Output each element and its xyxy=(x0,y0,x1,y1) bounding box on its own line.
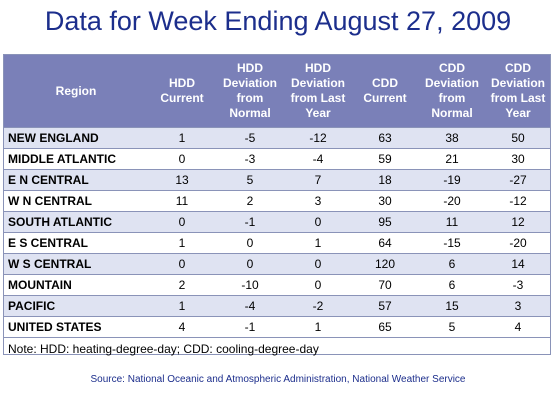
region-cell: MIDDLE ATLANTIC xyxy=(4,148,148,170)
region-cell: E N CENTRAL xyxy=(4,169,148,191)
column-header: CDD Deviation from Last Year xyxy=(486,55,550,128)
value-cell: 64 xyxy=(352,232,418,254)
value-cell: 57 xyxy=(352,295,418,317)
value-cell: 120 xyxy=(352,253,418,275)
value-cell: 95 xyxy=(352,211,418,233)
table-row: E N CENTRAL 13 5 7 18 -19 -27 xyxy=(4,169,550,191)
table-header-row: Region HDD Current HDD Deviation from Norm… xyxy=(4,55,550,128)
value-cell: -27 xyxy=(486,169,550,191)
column-header: Region xyxy=(4,55,148,128)
value-cell: -15 xyxy=(418,232,486,254)
table-row: SOUTH ATLANTIC 0 -1 0 95 11 12 xyxy=(4,211,550,233)
value-cell: -4 xyxy=(284,148,352,170)
region-cell: PACIFIC xyxy=(4,295,148,317)
value-cell: 7 xyxy=(284,169,352,191)
value-cell: -10 xyxy=(216,274,284,296)
value-cell: 0 xyxy=(284,211,352,233)
column-header: CDD Deviation from Normal xyxy=(418,55,486,128)
region-cell: MOUNTAIN xyxy=(4,274,148,296)
value-cell: 1 xyxy=(148,127,216,149)
value-cell: 1 xyxy=(284,232,352,254)
value-cell: 0 xyxy=(284,253,352,275)
column-header: HDD Deviation from Last Year xyxy=(284,55,352,128)
table-row: MIDDLE ATLANTIC 0 -3 -4 59 21 30 xyxy=(4,148,550,170)
value-cell: 6 xyxy=(418,253,486,275)
value-cell: 0 xyxy=(216,253,284,275)
value-cell: 0 xyxy=(216,232,284,254)
value-cell: 1 xyxy=(284,316,352,337)
value-cell: 0 xyxy=(148,148,216,170)
value-cell: 14 xyxy=(486,253,550,275)
value-cell: 1 xyxy=(148,232,216,254)
region-cell: W N CENTRAL xyxy=(4,190,148,212)
value-cell: 4 xyxy=(148,316,216,337)
value-cell: -20 xyxy=(486,232,550,254)
value-cell: 3 xyxy=(486,295,550,317)
page-title: Data for Week Ending August 27, 2009 xyxy=(44,6,512,36)
value-cell: -2 xyxy=(284,295,352,317)
table-row: W S CENTRAL 0 0 0 120 6 14 xyxy=(4,253,550,275)
value-cell: -5 xyxy=(216,127,284,149)
table-note: Note: HDD: heating-degree-day; CDD: cool… xyxy=(4,337,550,360)
value-cell: -3 xyxy=(216,148,284,170)
value-cell: 38 xyxy=(418,127,486,149)
value-cell: 0 xyxy=(148,211,216,233)
table-row: E S CENTRAL 1 0 1 64 -15 -20 xyxy=(4,232,550,254)
table-row: W N CENTRAL 11 2 3 30 -20 -12 xyxy=(4,190,550,212)
region-cell: SOUTH ATLANTIC xyxy=(4,211,148,233)
value-cell: 4 xyxy=(486,316,550,337)
value-cell: 11 xyxy=(148,190,216,212)
region-cell: UNITED STATES xyxy=(4,316,148,337)
value-cell: 59 xyxy=(352,148,418,170)
table-row: NEW ENGLAND 1 -5 -12 63 38 50 xyxy=(4,127,550,149)
table-body: NEW ENGLAND 1 -5 -12 63 38 50 MIDDLE ATLANTIC 0-… xyxy=(4,127,550,337)
value-cell: 0 xyxy=(284,274,352,296)
value-cell: -1 xyxy=(216,211,284,233)
value-cell: 11 xyxy=(418,211,486,233)
value-cell: 30 xyxy=(352,190,418,212)
table-row: PACIFIC 1 -4 -2 57 15 3 xyxy=(4,295,550,317)
value-cell: 0 xyxy=(148,253,216,275)
value-cell: 5 xyxy=(216,169,284,191)
value-cell: 50 xyxy=(486,127,550,149)
value-cell: 18 xyxy=(352,169,418,191)
value-cell: 12 xyxy=(486,211,550,233)
table-row: UNITED STATES 4 -1 1 65 5 4 xyxy=(4,316,550,337)
value-cell: 2 xyxy=(148,274,216,296)
region-cell: W S CENTRAL xyxy=(4,253,148,275)
value-cell: 15 xyxy=(418,295,486,317)
value-cell: 13 xyxy=(148,169,216,191)
value-cell: -19 xyxy=(418,169,486,191)
value-cell: 2 xyxy=(216,190,284,212)
value-cell: 70 xyxy=(352,274,418,296)
value-cell: -20 xyxy=(418,190,486,212)
value-cell: -12 xyxy=(284,127,352,149)
value-cell: 1 xyxy=(148,295,216,317)
value-cell: -12 xyxy=(486,190,550,212)
table-row: MOUNTAIN 2 -10 0 70 6 -3 xyxy=(4,274,550,296)
value-cell: -4 xyxy=(216,295,284,317)
data-table-container: Region HDD Current HDD Deviation from Norm… xyxy=(3,54,551,356)
value-cell: 3 xyxy=(284,190,352,212)
column-header: HDD Deviation from Normal xyxy=(216,55,284,128)
value-cell: -3 xyxy=(486,274,550,296)
value-cell: 63 xyxy=(352,127,418,149)
value-cell: 5 xyxy=(418,316,486,337)
value-cell: 6 xyxy=(418,274,486,296)
column-header: CDD Current xyxy=(352,55,418,128)
source-caption: Source: National Oceanic and Atmospheric… xyxy=(90,374,466,385)
data-table: Region HDD Current HDD Deviation from Norm… xyxy=(4,55,550,337)
region-cell: E S CENTRAL xyxy=(4,232,148,254)
value-cell: 65 xyxy=(352,316,418,337)
value-cell: 30 xyxy=(486,148,550,170)
value-cell: -1 xyxy=(216,316,284,337)
region-cell: NEW ENGLAND xyxy=(4,127,148,149)
value-cell: 21 xyxy=(418,148,486,170)
column-header: HDD Current xyxy=(148,55,216,128)
